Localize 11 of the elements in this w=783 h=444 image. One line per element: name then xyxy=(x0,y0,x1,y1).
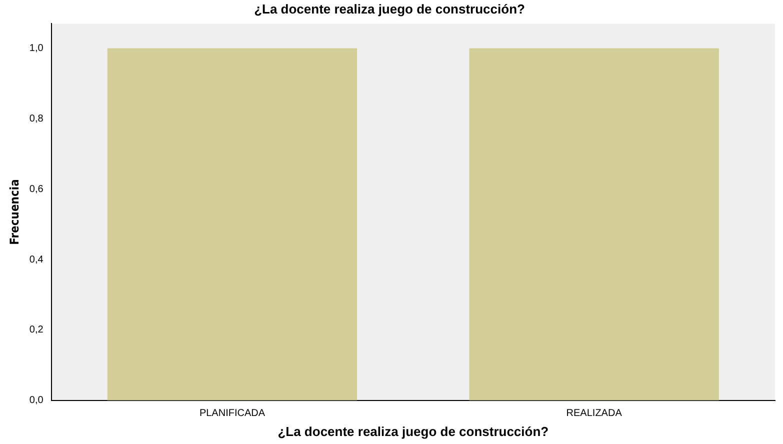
y-tick-label: 0,6 xyxy=(29,184,44,195)
y-tick-label: 0,8 xyxy=(29,113,44,124)
x-tick-label: REALIZADA xyxy=(566,408,622,420)
chart-title: ¿La docente realiza juego de construcción? xyxy=(254,1,525,16)
x-axis-title: ¿La docente realiza juego de construcción? xyxy=(278,424,549,439)
x-tick-label: PLANIFICADA xyxy=(199,408,266,420)
y-tick-label: 0,4 xyxy=(29,254,44,266)
y-tick-label: 0,2 xyxy=(29,324,44,336)
y-axis-title: Frecuencia xyxy=(7,179,22,245)
y-tick-label: 0,0 xyxy=(29,395,44,406)
y-tick-label: 1,0 xyxy=(29,43,44,54)
